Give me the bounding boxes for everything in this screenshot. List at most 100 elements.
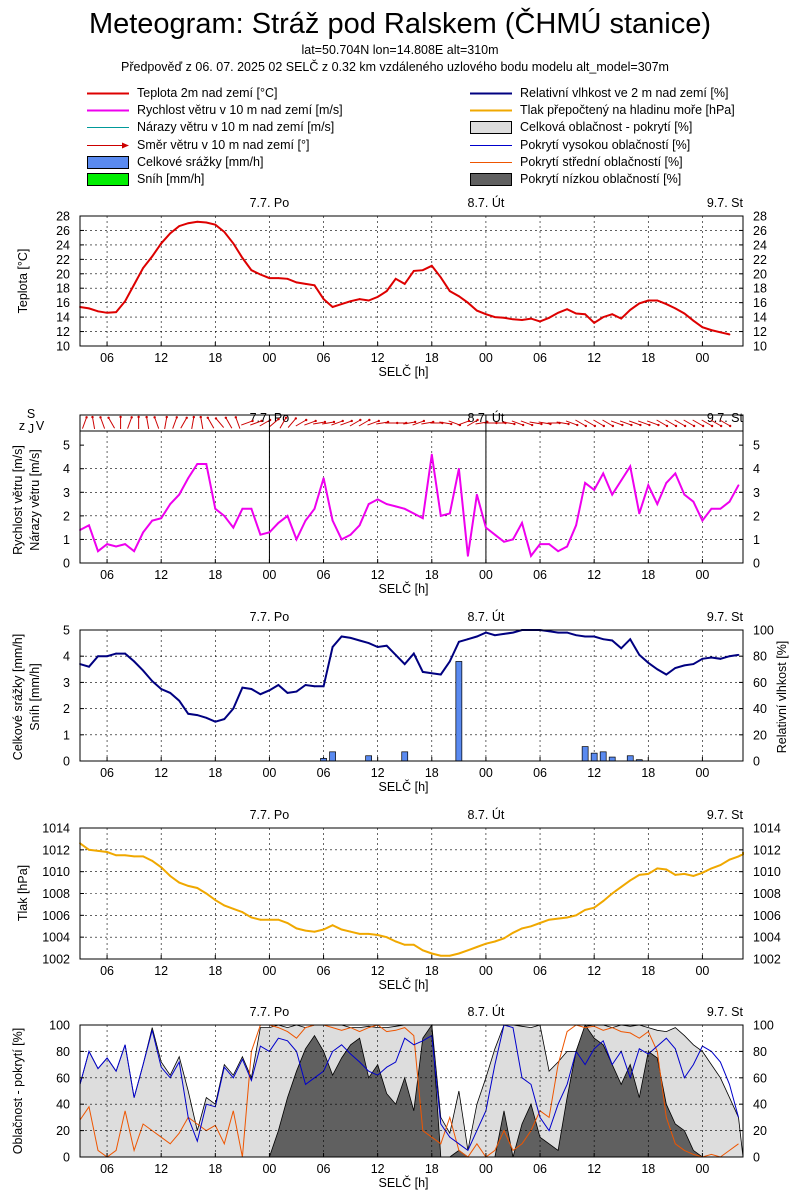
pressure-point xyxy=(106,851,108,853)
wind-arrow xyxy=(154,417,160,429)
humidity-point xyxy=(403,663,406,665)
wind-arrow-head xyxy=(314,419,317,423)
wind-arrow-head xyxy=(567,422,570,426)
pressure-point xyxy=(611,892,614,895)
humidity-point xyxy=(277,684,280,686)
y-tick-label-right: 14 xyxy=(753,311,767,325)
wind-arrow xyxy=(259,419,271,427)
plot-border xyxy=(79,430,744,564)
x-tick-label: 12 xyxy=(154,766,168,780)
temperature-point xyxy=(466,301,469,304)
temperature-point xyxy=(485,313,487,316)
wind-point xyxy=(439,514,442,517)
legend-label: Celková oblačnost - pokrytí [%] xyxy=(520,120,693,135)
wind-arrow xyxy=(304,420,316,426)
temperature-point xyxy=(187,222,190,225)
pressure-point xyxy=(494,940,496,943)
y-tick-label: 1012 xyxy=(42,843,70,857)
y-tick-label-right: 40 xyxy=(753,1098,767,1112)
wind-point xyxy=(611,493,614,496)
pressure-point xyxy=(232,907,235,910)
wind-arrow xyxy=(448,420,461,426)
pressure-point xyxy=(349,930,352,933)
station-coords: lat=50.704N lon=14.808E alt=310m xyxy=(301,43,499,57)
wind-arrow xyxy=(108,417,116,429)
pressure-point xyxy=(512,931,514,934)
y-tick-label-right: 1010 xyxy=(753,865,781,879)
wind-arrow-head xyxy=(530,423,534,427)
wind-point xyxy=(250,507,253,510)
wind-arrow xyxy=(719,419,731,427)
legend-label: Tlak přepočtený na hladinu moře [hPa] xyxy=(520,103,735,118)
wind-point xyxy=(629,465,632,468)
y-tick-label: 1006 xyxy=(42,909,70,923)
humidity-point xyxy=(692,663,695,665)
wind-arrow xyxy=(100,417,106,429)
humidity-point xyxy=(629,638,632,641)
y-tick-label-right: 26 xyxy=(753,224,767,238)
wind-point xyxy=(394,505,397,508)
temperature-point xyxy=(286,277,289,280)
pressure-point xyxy=(295,927,298,930)
humidity-point xyxy=(286,691,289,694)
wind-point xyxy=(295,538,298,541)
pressure-point xyxy=(701,871,704,874)
pressure-point xyxy=(719,864,722,867)
y-tick-label-right: 10 xyxy=(753,340,767,354)
pressure-point xyxy=(430,952,433,955)
wind-arrow-head xyxy=(611,424,615,428)
pressure-point xyxy=(485,942,487,945)
temperature-point xyxy=(593,321,596,324)
wind-arrow xyxy=(191,417,195,429)
wind-arrow-head xyxy=(85,416,88,419)
pressure-point xyxy=(566,916,569,919)
y-axis-label-2: Sníh [mm/h] xyxy=(28,663,42,730)
humidity-point xyxy=(160,688,163,690)
legend-label: Pokrytí vysokou oblačností [%] xyxy=(520,137,691,152)
wind-arrow-head xyxy=(260,419,263,423)
temperature-point xyxy=(106,311,108,314)
wind-point xyxy=(521,522,523,524)
wind-point xyxy=(331,519,334,522)
x-tick-label: 12 xyxy=(371,766,385,780)
pressure-line xyxy=(79,842,744,957)
day-label: 7.7. Po xyxy=(250,1005,290,1019)
pressure-point xyxy=(602,900,605,903)
humidity-point xyxy=(701,657,704,660)
temperature-point xyxy=(232,242,235,245)
wind-arrow-head xyxy=(513,422,516,426)
y-tick-label: 2 xyxy=(63,509,70,523)
pressure-point xyxy=(205,892,208,895)
precip-bar xyxy=(581,746,589,762)
wind-point xyxy=(349,533,352,536)
wind-arrow xyxy=(674,419,686,427)
y-tick-label-right: 20 xyxy=(753,267,767,281)
legend-swatch xyxy=(87,121,129,134)
humidity-point xyxy=(331,646,334,648)
y-tick-label: 28 xyxy=(56,210,70,224)
wind-arrow-head xyxy=(728,424,732,428)
wind-arrow xyxy=(565,420,578,426)
y-tick-label: 100 xyxy=(49,1019,70,1033)
pressure-point xyxy=(160,866,163,869)
forecast-info: Předpověď z 06. 07. 2025 02 SELČ z 0.32 … xyxy=(121,60,669,74)
wind-arrow xyxy=(628,420,641,426)
wind-arrow xyxy=(683,419,695,427)
humidity-point xyxy=(674,667,677,669)
temperature-point xyxy=(313,284,316,287)
y-tick-label-right: 24 xyxy=(753,238,767,252)
wind-arrow xyxy=(172,417,178,429)
y-tick-label: 3 xyxy=(63,486,70,500)
wind-arrow-head xyxy=(368,418,371,422)
humidity-point xyxy=(322,685,325,688)
temperature-point xyxy=(620,317,623,320)
temperature-point xyxy=(457,295,460,298)
humidity-point xyxy=(665,673,668,676)
pressure-point xyxy=(584,908,587,911)
x-tick-label: 18 xyxy=(208,351,222,365)
wind-point xyxy=(728,500,731,503)
wind-arrow-head xyxy=(175,416,178,419)
pressure-point xyxy=(647,872,650,875)
wind-speed-line xyxy=(79,454,740,559)
day-label: 8.7. Út xyxy=(468,1004,505,1019)
